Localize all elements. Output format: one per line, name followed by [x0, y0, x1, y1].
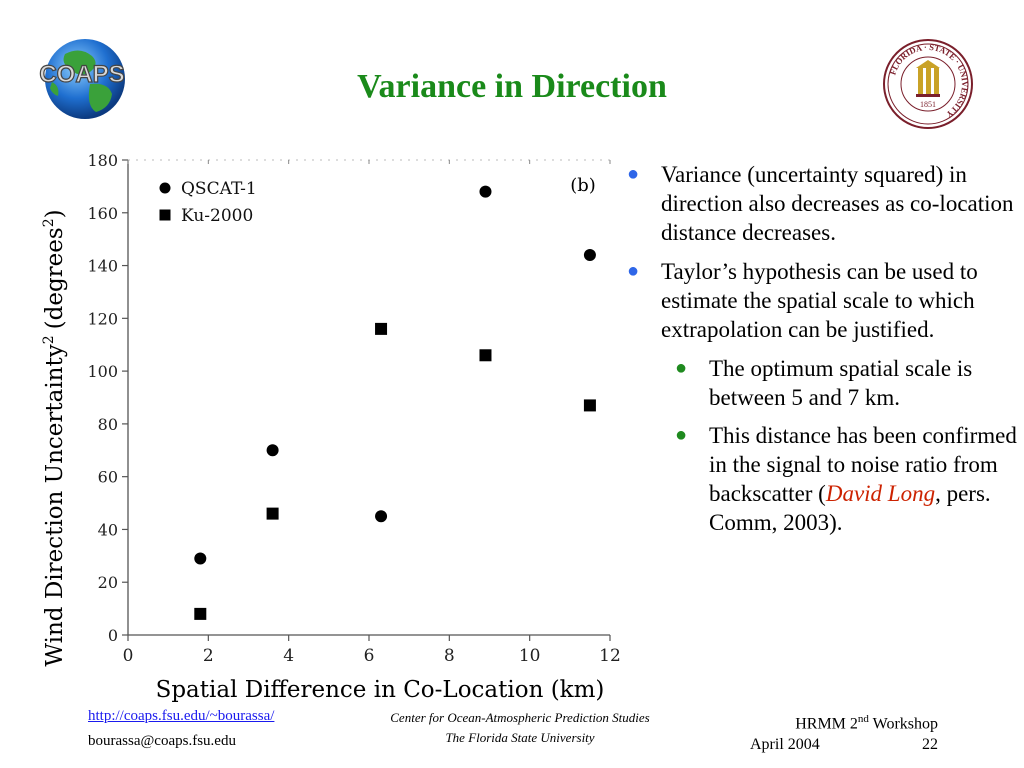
legend-square-marker	[159, 209, 171, 221]
y-tick-label: 20	[98, 573, 118, 592]
sub-bullet-dot-icon: ●	[675, 357, 688, 379]
bullet-item: ● Variance (uncertainty squared) in dire…	[625, 160, 1020, 247]
x-tick-label: 2	[203, 646, 214, 666]
y-tick-label: 40	[98, 520, 118, 539]
sub-bullet-item: ● This distance has been confirmed in th…	[625, 421, 1020, 537]
bullet-dot-icon: ●	[627, 260, 640, 282]
legend-circle-marker	[159, 182, 171, 194]
footer-center-line2: The Florida State University	[445, 730, 595, 745]
x-tick-label: 8	[444, 646, 455, 666]
y-axis-label-main: Wind Direction Uncertainty	[42, 344, 68, 666]
page-number: 22	[922, 736, 938, 754]
sub-bullet-text: The optimum spatial scale is between 5 a…	[709, 356, 973, 410]
y-tick-label: 180	[87, 151, 118, 170]
legend-label: QSCAT-1	[181, 179, 257, 199]
data-point-circle	[266, 444, 279, 457]
bullet-item: ● Taylor’s hypothesis can be used to est…	[625, 257, 1020, 344]
legend-label: Ku-2000	[181, 206, 253, 226]
seal-year: 1851	[920, 100, 936, 109]
logo-text: COAPS	[39, 61, 124, 88]
bullet-dot-icon: ●	[627, 163, 640, 185]
slide-title: Variance in Direction	[357, 68, 667, 105]
data-point-square	[583, 399, 596, 412]
bullet-text: Variance (uncertainty squared) in direct…	[661, 162, 1014, 245]
workshop-suffix: Workshop	[868, 715, 938, 733]
data-point-square	[266, 507, 279, 520]
x-tick-label: 6	[364, 646, 375, 666]
citation-name: David Long	[825, 481, 936, 506]
data-point-square	[194, 607, 207, 620]
y-axis-label-units: (degrees	[42, 227, 68, 329]
footer-date-row: April 2004 22	[720, 734, 938, 755]
workshop-sup: nd	[857, 713, 869, 725]
y-tick-label: 160	[87, 204, 118, 223]
footer-email: bourassa@coaps.fsu.edu	[88, 733, 236, 749]
sub-bullet-item: ● The optimum spatial scale is between 5…	[625, 354, 1020, 412]
data-point-circle	[479, 185, 492, 198]
footer-workshop: HRMM 2nd Workshop April 2004 22	[720, 709, 938, 755]
y-axis-label: Wind Direction Uncertainty2(degrees2)	[41, 209, 68, 666]
y-tick-label: 140	[87, 257, 118, 276]
workshop-name: HRMM 2nd Workshop	[795, 709, 938, 734]
footer-affiliation: Center for Ocean-Atmospheric Prediction …	[340, 708, 700, 748]
bullet-list: ● Variance (uncertainty squared) in dire…	[625, 160, 1020, 546]
workshop-prefix: HRMM 2	[795, 715, 858, 733]
x-tick-label: 4	[283, 646, 294, 666]
y-tick-label: 120	[87, 309, 118, 328]
panel-label: (b)	[570, 175, 596, 196]
footer-center-line1: Center for Ocean-Atmospheric Prediction …	[390, 710, 650, 725]
sub-bullet-text-before: This distance has been confirmed in the …	[709, 423, 1017, 506]
fsu-seal-icon: FLORIDA · STATE · UNIVERSITY 1851	[883, 39, 973, 129]
y-axis-label-sup: 2	[41, 335, 57, 344]
y-axis-label-units-sup: 2	[41, 218, 57, 227]
footer-workshop-row: HRMM 2nd Workshop	[720, 709, 938, 734]
sub-bullet-dot-icon: ●	[675, 424, 688, 446]
y-tick-label: 80	[98, 415, 118, 434]
scatter-chart: 0 20 40 60 80 100 120 140 160 180 0 2 4 6 8 10 12 QSCAT-…	[41, 151, 621, 703]
data-point-circle	[194, 552, 207, 565]
footer-url-link[interactable]: http://coaps.fsu.edu/~bourassa/	[88, 708, 275, 724]
data-point-circle	[375, 510, 388, 523]
y-tick-label: 100	[87, 362, 118, 381]
x-tick-label: 0	[123, 646, 134, 666]
footer-date: April 2004	[750, 736, 820, 754]
data-point-square	[479, 349, 492, 362]
data-point-square	[375, 322, 388, 335]
data-point-circle	[583, 249, 596, 261]
x-axis-label: Spatial Difference in Co-Location (km)	[156, 677, 605, 703]
x-tick-label: 10	[519, 646, 541, 666]
y-tick-label: 60	[98, 468, 118, 487]
bullet-text: Taylor’s hypothesis can be used to estim…	[661, 259, 978, 342]
x-tick-label: 12	[599, 646, 621, 666]
y-tick-label: 0	[108, 626, 118, 645]
y-axis-label-units-close: )	[42, 209, 68, 218]
coaps-logo: COAPS	[39, 39, 125, 119]
sub-bullet-text-after: , pers. Comm, 2003).	[709, 481, 991, 535]
